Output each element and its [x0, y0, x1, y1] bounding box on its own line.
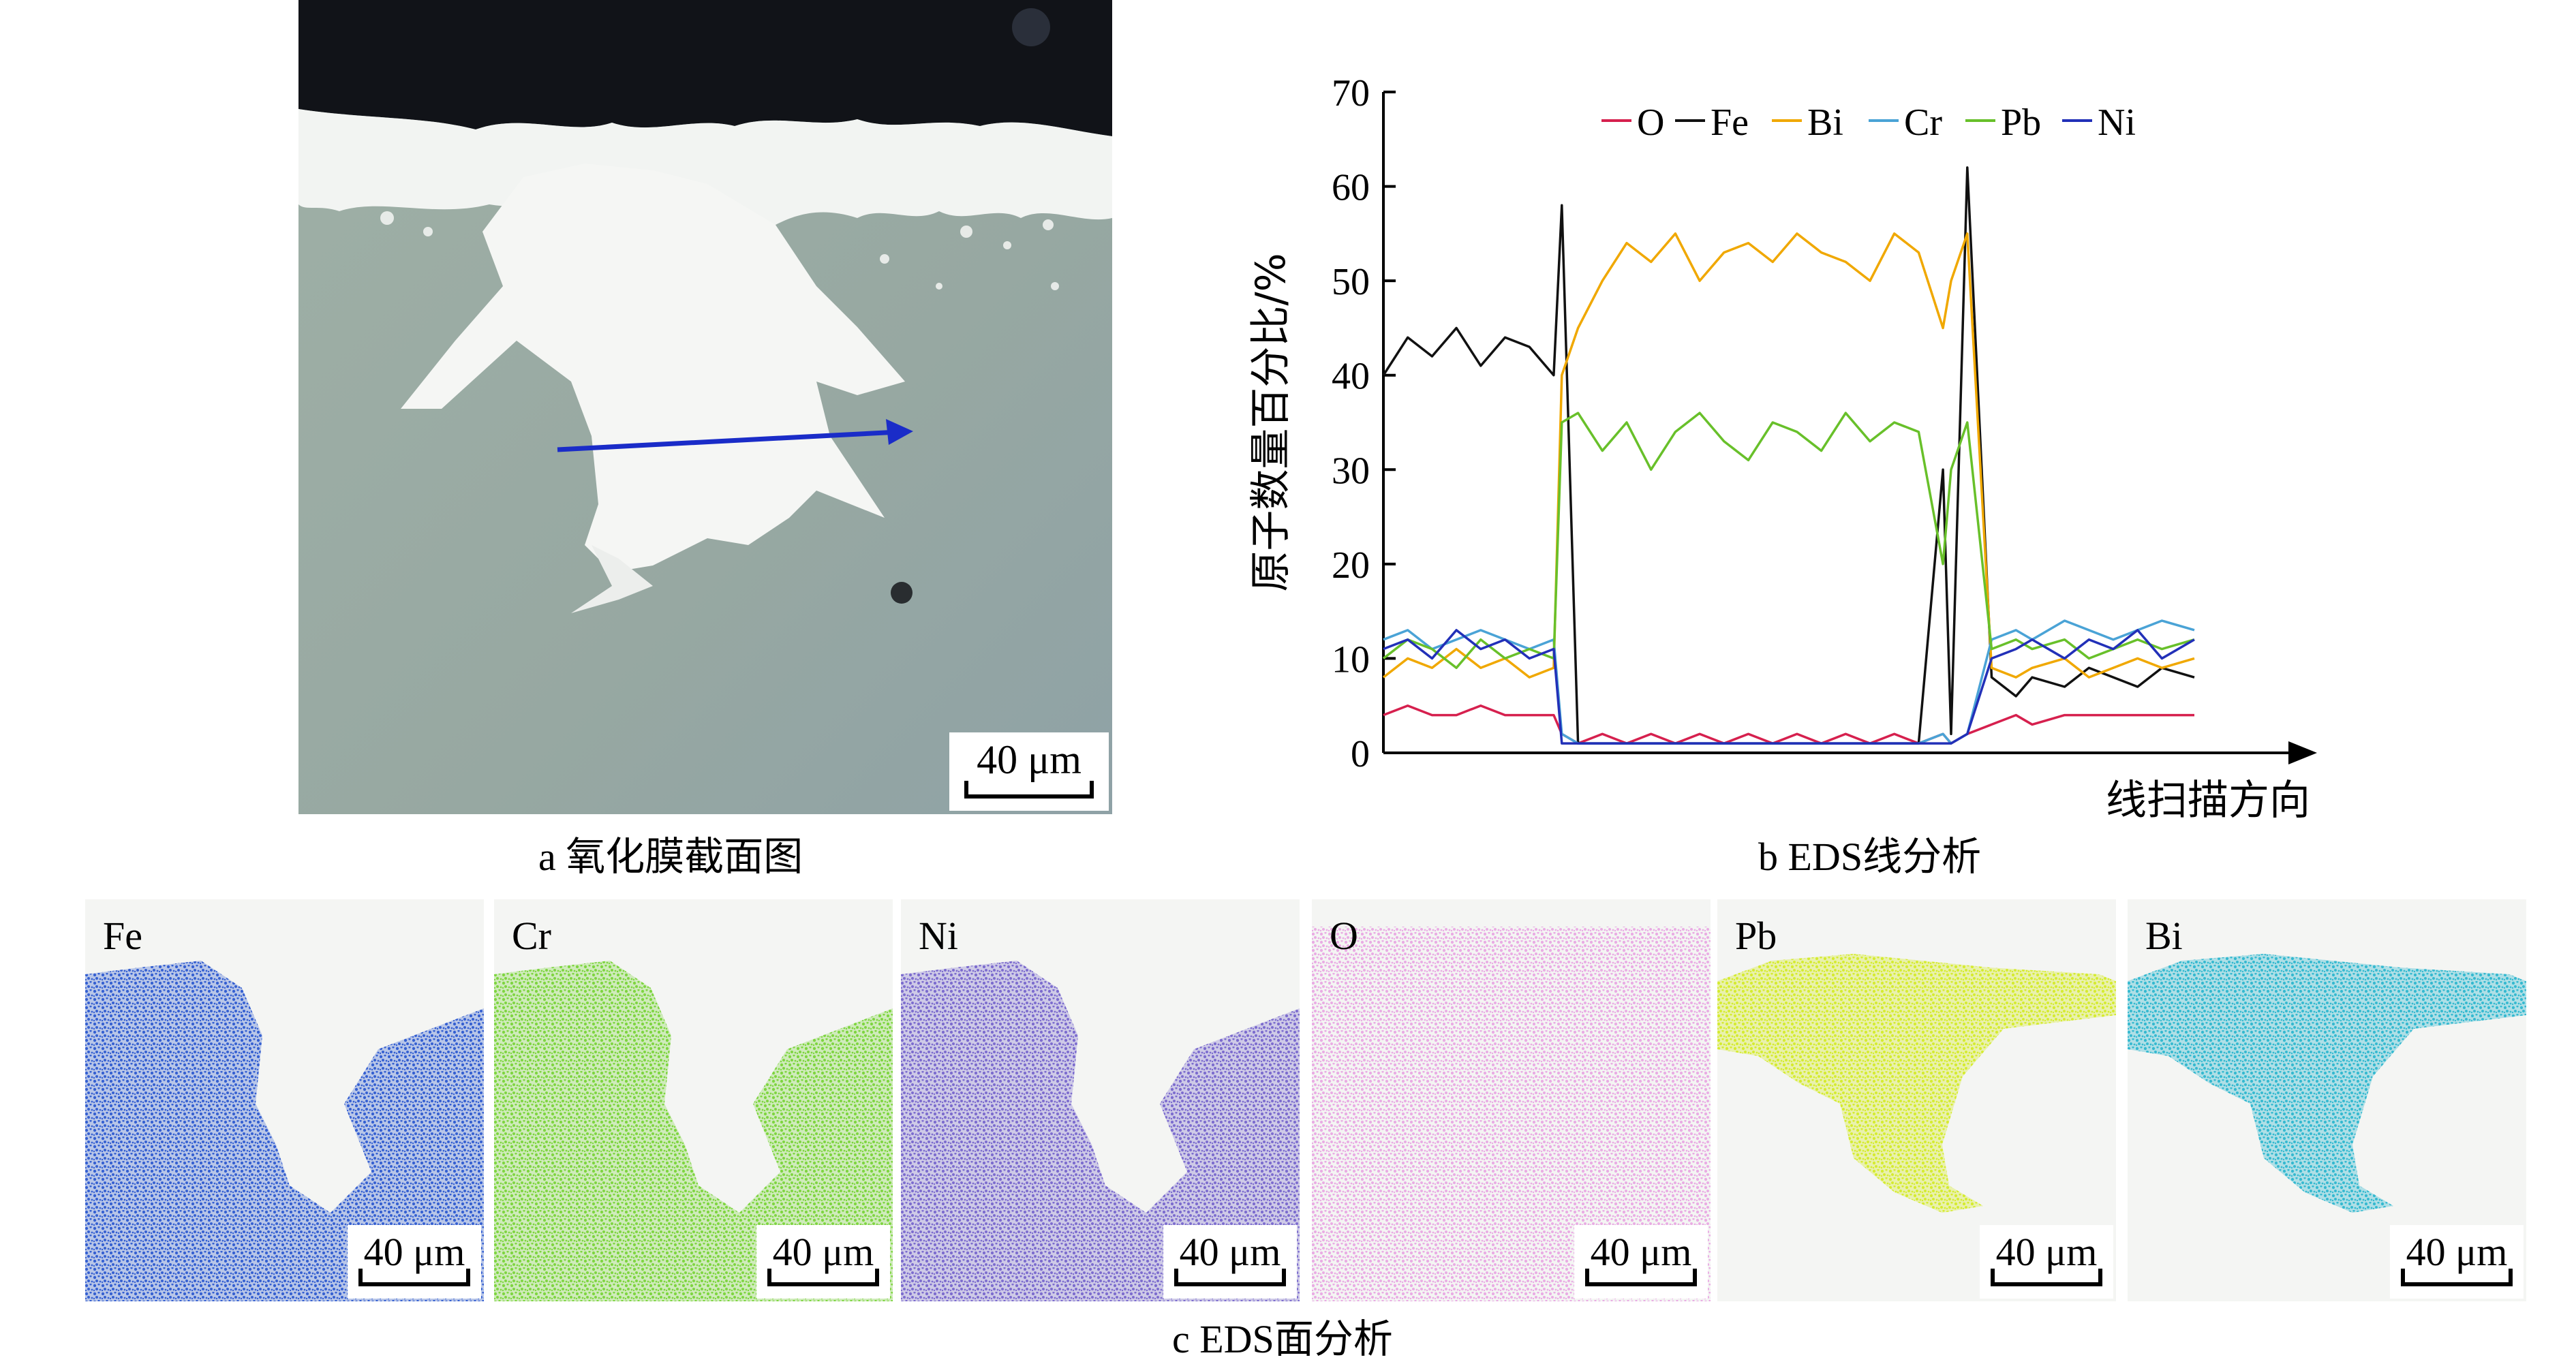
eds-map-ni: Ni 40 μm	[901, 899, 1300, 1301]
scale-bar-label: 40 μm	[772, 1230, 874, 1274]
eds-map-texture	[901, 899, 1300, 1301]
y-tick-label: 50	[1332, 261, 1370, 303]
eds-map-o: O 40 μm	[1312, 899, 1711, 1301]
series-line-pb	[1382, 412, 2195, 670]
panel-b: 0 10 20 30 40 50 60 70 原子数量百分比/% 线扫描方向 O Fe Bi Cr Pb Ni	[1233, 61, 2392, 831]
scale-bar-label: 40 μm	[1179, 1230, 1281, 1274]
eds-map-texture	[494, 899, 893, 1301]
eds-map-fe: Fe 40 μm	[85, 899, 484, 1301]
eds-map-element-label: Cr	[512, 914, 551, 958]
scale-bar-label: 40 μm	[2406, 1230, 2508, 1274]
y-tick-label: 30	[1332, 450, 1370, 492]
eds-map-texture	[1312, 899, 1711, 1301]
eds-map-cr: Cr 40 μm	[494, 899, 893, 1301]
legend-label-bi: Bi	[1807, 102, 1843, 144]
sem-cross-section-image	[298, 0, 1131, 814]
eds-map-pb: Pb 40 μm	[1717, 899, 2116, 1301]
scale-bar-label: 40 μm	[1590, 1230, 1692, 1274]
scale-bar-label: 40 μm	[977, 737, 1082, 782]
scale-bar: 40 μm	[1574, 1225, 1708, 1299]
scale-bar-line	[1991, 1269, 2102, 1286]
x-axis-label: 线扫描方向	[2106, 777, 2310, 824]
legend-label-o: O	[1637, 102, 1664, 144]
x-axis-arrow	[2288, 741, 2317, 764]
legend-label-ni: Ni	[2098, 102, 2136, 144]
legend-label-fe: Fe	[1711, 102, 1749, 144]
scale-bar-line	[2401, 1269, 2513, 1286]
scale-bar-label: 40 μm	[363, 1230, 465, 1274]
eds-map-element-label: Fe	[103, 914, 142, 958]
scale-bar-line	[1174, 1269, 1286, 1286]
y-axis-label: 原子数量百分比/%	[1247, 253, 1295, 591]
y-tick-label: 60	[1332, 167, 1370, 209]
scale-bar: 40 μm	[2390, 1225, 2524, 1299]
series-line-bi	[1382, 232, 2195, 679]
scale-bar-line	[767, 1269, 879, 1286]
scale-bar-label: 40 μm	[1995, 1230, 2098, 1274]
scale-bar: 40 μm	[348, 1225, 481, 1299]
scale-bar: 40 μm	[1980, 1225, 2113, 1299]
y-tick-label: 0	[1351, 733, 1370, 775]
scale-bar: 40 μm	[756, 1225, 890, 1299]
y-tick-label: 20	[1332, 544, 1370, 587]
series-line-ni	[1383, 629, 2195, 745]
y-tick-label: 70	[1332, 72, 1370, 114]
panel-a: 40 μm	[298, 0, 1131, 814]
eds-map-element-label: Bi	[2145, 914, 2183, 958]
eds-map-element-label: Pb	[1735, 914, 1777, 958]
eds-map-element-label: O	[1330, 914, 1358, 958]
panel-c-caption: c EDS面分析	[1172, 1317, 1393, 1361]
y-tick-label: 10	[1332, 638, 1370, 681]
series-line-o	[1383, 704, 2194, 745]
scale-bar-line	[1585, 1269, 1697, 1286]
panel-b-caption: b EDS线分析	[1758, 835, 1982, 879]
legend-label-pb: Pb	[2001, 102, 2041, 144]
scale-bar: 40 μm	[949, 732, 1109, 811]
scale-bar-line	[964, 781, 1094, 799]
eds-map-bi: Bi 40 μm	[2128, 899, 2526, 1301]
eds-map-element-label: Ni	[919, 914, 958, 958]
scale-bar: 40 μm	[1163, 1225, 1297, 1299]
panel-a-caption: a 氧化膜截面图	[538, 835, 803, 879]
eds-line-chart: 0 10 20 30 40 50 60 70 原子数量百分比/% 线扫描方向 O Fe Bi Cr Pb Ni	[1247, 72, 2317, 824]
legend-label-cr: Cr	[1904, 102, 1942, 144]
scale-bar-line	[358, 1269, 470, 1286]
y-tick-label: 40	[1332, 356, 1370, 398]
